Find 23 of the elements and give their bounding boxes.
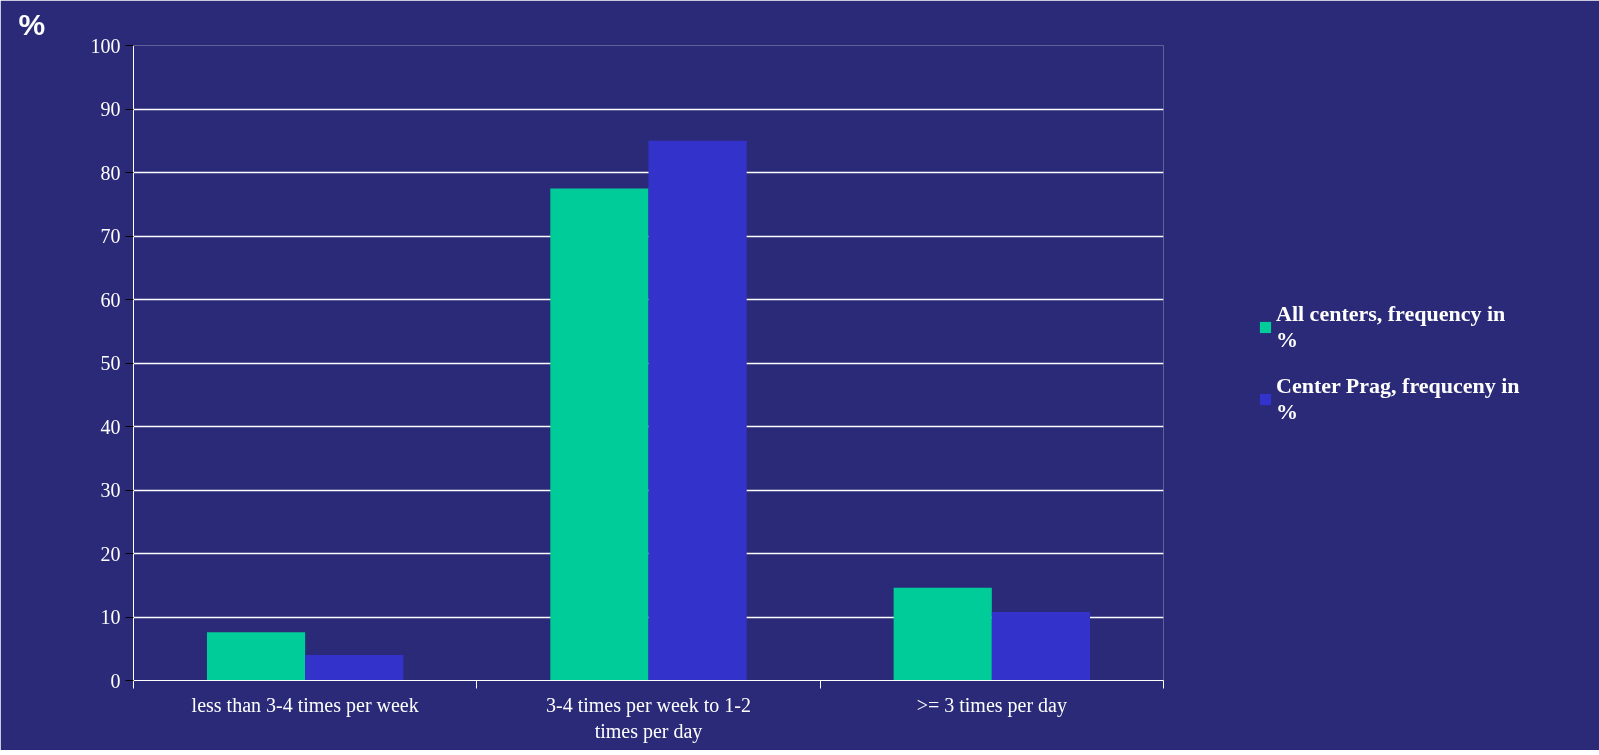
y-tick-label: 50 <box>100 352 121 374</box>
bar <box>206 632 306 681</box>
y-tick-label: 70 <box>100 225 121 247</box>
y-axis-title: % <box>18 7 46 41</box>
y-tick-label: 0 <box>110 669 121 692</box>
y-tick-label: 10 <box>100 606 121 628</box>
bar <box>893 587 992 681</box>
x-tick-label: less than 3-4 times per week <box>191 693 419 717</box>
y-tick-label: 20 <box>100 542 121 565</box>
y-tick-label: 90 <box>100 98 121 120</box>
x-tick-label: >= 3 times per day <box>916 693 1067 717</box>
y-tick-label: 80 <box>100 161 121 184</box>
legend-label: All centers, frequency in % <box>1276 300 1506 353</box>
legend-label: Center Prag, frequceny in % <box>1276 372 1520 425</box>
y-tick-label: 40 <box>100 415 121 438</box>
x-tick-label: 3-4 times per week to 1-2 times per day <box>546 693 751 743</box>
bar <box>305 655 404 681</box>
y-tick-label: 60 <box>100 288 121 311</box>
bar <box>550 188 649 681</box>
y-tick-label: 30 <box>100 479 121 501</box>
y-tick-label: 100 <box>90 34 121 57</box>
bar <box>991 611 1091 681</box>
bar <box>648 140 747 681</box>
